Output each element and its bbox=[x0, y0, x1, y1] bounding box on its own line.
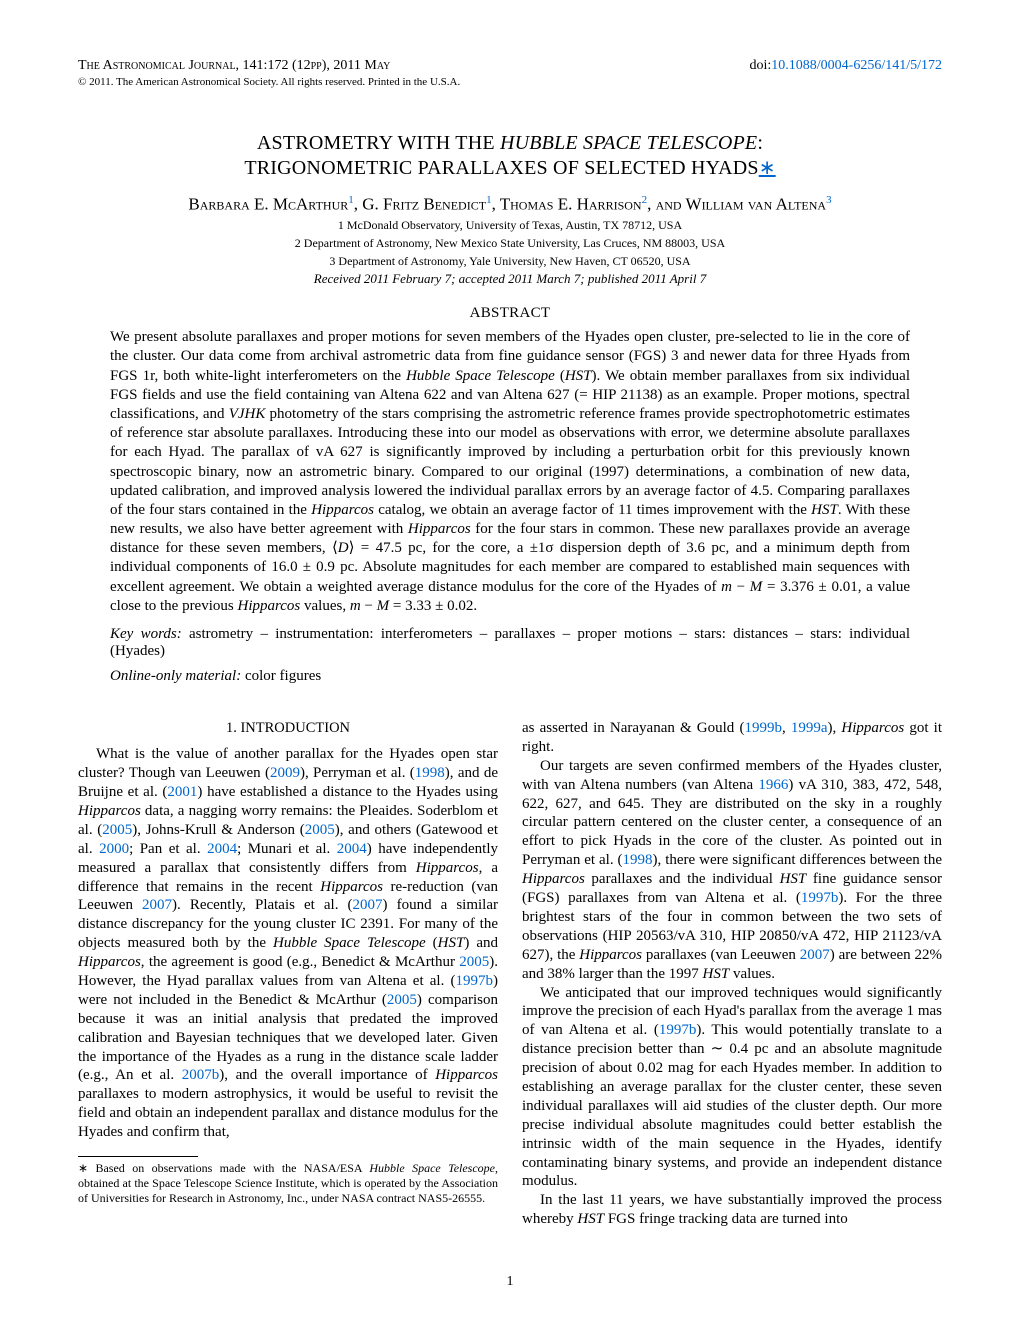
keywords: Key words: astrometry – instrumentation:… bbox=[110, 626, 910, 660]
doi-block: doi:10.1088/0004-6256/141/5/172 bbox=[749, 58, 942, 74]
paper-title: ASTROMETRY WITH THE HUBBLE SPACE TELESCO… bbox=[78, 132, 942, 180]
running-head: The Astronomical Journal, 141:172 (12pp)… bbox=[78, 58, 942, 74]
paper-page: The Astronomical Journal, 141:172 (12pp)… bbox=[0, 0, 1020, 1320]
online-only: Online-only material: color figures bbox=[110, 668, 910, 685]
author-list: Barbara E. McArthur1, G. Fritz Benedict1… bbox=[78, 194, 942, 215]
left-column: 1. INTRODUCTION What is the value of ano… bbox=[78, 719, 498, 1229]
affiliation-1: 1 McDonald Observatory, University of Te… bbox=[78, 217, 942, 233]
right-para-1: as asserted in Narayanan & Gould (1999b,… bbox=[522, 719, 942, 757]
title-line1-pre: ASTROMETRY WITH THE bbox=[257, 132, 500, 154]
affiliation-2: 2 Department of Astronomy, New Mexico St… bbox=[78, 235, 942, 251]
keywords-text: astrometry – instrumentation: interferom… bbox=[110, 626, 910, 659]
online-only-text: color figures bbox=[241, 668, 321, 684]
doi-label: doi: bbox=[749, 58, 771, 73]
title-footnote-star[interactable]: ∗ bbox=[759, 157, 776, 179]
title-line1-italic: HUBBLE SPACE TELESCOPE bbox=[500, 132, 757, 154]
keywords-label: Key words: bbox=[110, 626, 182, 642]
page-number: 1 bbox=[0, 1274, 1020, 1290]
affiliation-3: 3 Department of Astronomy, Yale Universi… bbox=[78, 253, 942, 269]
section-1-heading: 1. INTRODUCTION bbox=[78, 719, 498, 737]
right-para-4: In the last 11 years, we have substantia… bbox=[522, 1191, 942, 1229]
abstract-body: We present absolute parallaxes and prope… bbox=[110, 328, 910, 616]
footnote-separator bbox=[78, 1156, 198, 1157]
abstract-heading: ABSTRACT bbox=[78, 305, 942, 322]
title-block: ASTROMETRY WITH THE HUBBLE SPACE TELESCO… bbox=[78, 132, 942, 287]
right-para-3: We anticipated that our improved techniq… bbox=[522, 984, 942, 1192]
intro-para-left: What is the value of another parallax fo… bbox=[78, 745, 498, 1142]
right-para-2: Our targets are seven confirmed members … bbox=[522, 757, 942, 984]
doi-link[interactable]: 10.1088/0004-6256/141/5/172 bbox=[771, 58, 942, 73]
copyright-line: © 2011. The American Astronomical Societ… bbox=[78, 76, 942, 88]
footnote-star: ∗ Based on observations made with the NA… bbox=[78, 1161, 498, 1206]
online-only-label: Online-only material: bbox=[110, 668, 241, 684]
pub-dates: Received 2011 February 7; accepted 2011 … bbox=[78, 271, 942, 287]
right-column: as asserted in Narayanan & Gould (1999b,… bbox=[522, 719, 942, 1229]
title-line2: TRIGONOMETRIC PARALLAXES OF SELECTED HYA… bbox=[244, 157, 758, 179]
journal-line: The Astronomical Journal, 141:172 (12pp)… bbox=[78, 58, 390, 74]
title-line1-post: : bbox=[757, 132, 763, 154]
body-columns: 1. INTRODUCTION What is the value of ano… bbox=[78, 719, 942, 1229]
